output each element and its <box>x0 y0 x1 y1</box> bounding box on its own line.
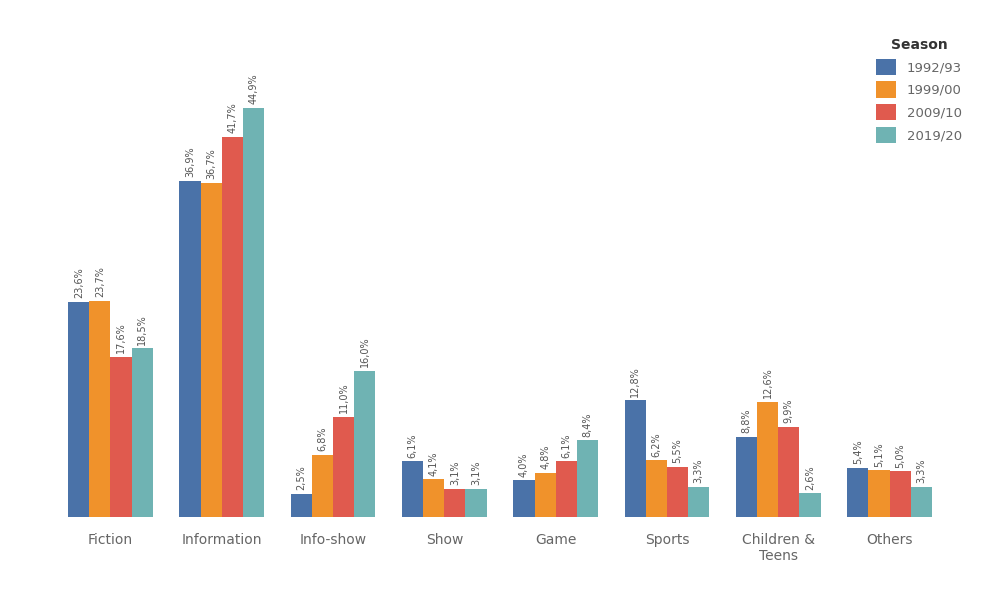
Text: 4,8%: 4,8% <box>540 445 550 469</box>
Text: 4,0%: 4,0% <box>519 452 529 477</box>
Bar <box>890 471 911 517</box>
Text: 44,9%: 44,9% <box>248 74 258 104</box>
Bar <box>291 494 312 517</box>
Bar <box>625 400 646 517</box>
Text: 9,9%: 9,9% <box>784 398 794 423</box>
Text: 6,1%: 6,1% <box>561 433 571 458</box>
Text: 3,3%: 3,3% <box>916 458 926 483</box>
Bar <box>868 470 890 517</box>
Bar <box>110 356 132 517</box>
Bar <box>911 487 932 517</box>
Bar <box>444 488 465 517</box>
Bar <box>847 467 868 517</box>
Bar <box>132 349 153 517</box>
Text: 8,4%: 8,4% <box>582 412 592 437</box>
Text: 12,6%: 12,6% <box>763 368 773 398</box>
Bar <box>312 455 333 517</box>
Bar <box>778 427 799 517</box>
Bar <box>222 137 243 517</box>
Bar <box>402 461 423 517</box>
Bar <box>736 437 757 517</box>
Text: 12,8%: 12,8% <box>630 366 640 397</box>
Text: 41,7%: 41,7% <box>227 103 237 133</box>
Text: 3,1%: 3,1% <box>471 460 481 485</box>
Bar <box>556 461 577 517</box>
Text: 5,4%: 5,4% <box>853 439 863 464</box>
Text: 18,5%: 18,5% <box>137 314 147 344</box>
Text: 36,7%: 36,7% <box>206 148 216 179</box>
Bar <box>646 460 667 517</box>
Text: 6,1%: 6,1% <box>408 433 418 458</box>
Bar <box>423 479 444 517</box>
Text: 36,9%: 36,9% <box>185 146 195 177</box>
Text: 4,1%: 4,1% <box>429 451 439 476</box>
Bar <box>688 487 709 517</box>
Legend: 1992/93, 1999/00, 2009/10, 2019/20: 1992/93, 1999/00, 2009/10, 2019/20 <box>870 32 968 149</box>
Text: 3,3%: 3,3% <box>694 458 704 483</box>
Text: 17,6%: 17,6% <box>116 322 126 353</box>
Text: 11,0%: 11,0% <box>339 382 349 413</box>
Bar <box>89 301 110 517</box>
Text: 2,5%: 2,5% <box>296 466 306 490</box>
Text: 3,1%: 3,1% <box>450 460 460 485</box>
Bar <box>757 402 778 517</box>
Bar <box>68 302 89 517</box>
Bar <box>577 440 598 517</box>
Text: 5,5%: 5,5% <box>673 439 683 463</box>
Text: 23,7%: 23,7% <box>95 266 105 298</box>
Text: 23,6%: 23,6% <box>74 268 84 298</box>
Bar <box>243 108 264 517</box>
Text: 6,8%: 6,8% <box>317 427 327 451</box>
Text: 5,0%: 5,0% <box>895 443 905 467</box>
Bar <box>465 488 487 517</box>
Bar <box>535 473 556 517</box>
Bar <box>667 467 688 517</box>
Text: 8,8%: 8,8% <box>742 409 752 433</box>
Bar <box>333 416 354 517</box>
Bar <box>799 493 821 517</box>
Bar <box>513 481 535 517</box>
Text: 16,0%: 16,0% <box>360 337 370 367</box>
Bar <box>354 371 375 517</box>
Text: 6,2%: 6,2% <box>651 432 661 457</box>
Bar <box>179 181 201 517</box>
Text: 5,1%: 5,1% <box>874 442 884 467</box>
Text: 2,6%: 2,6% <box>805 465 815 490</box>
Bar <box>201 182 222 517</box>
